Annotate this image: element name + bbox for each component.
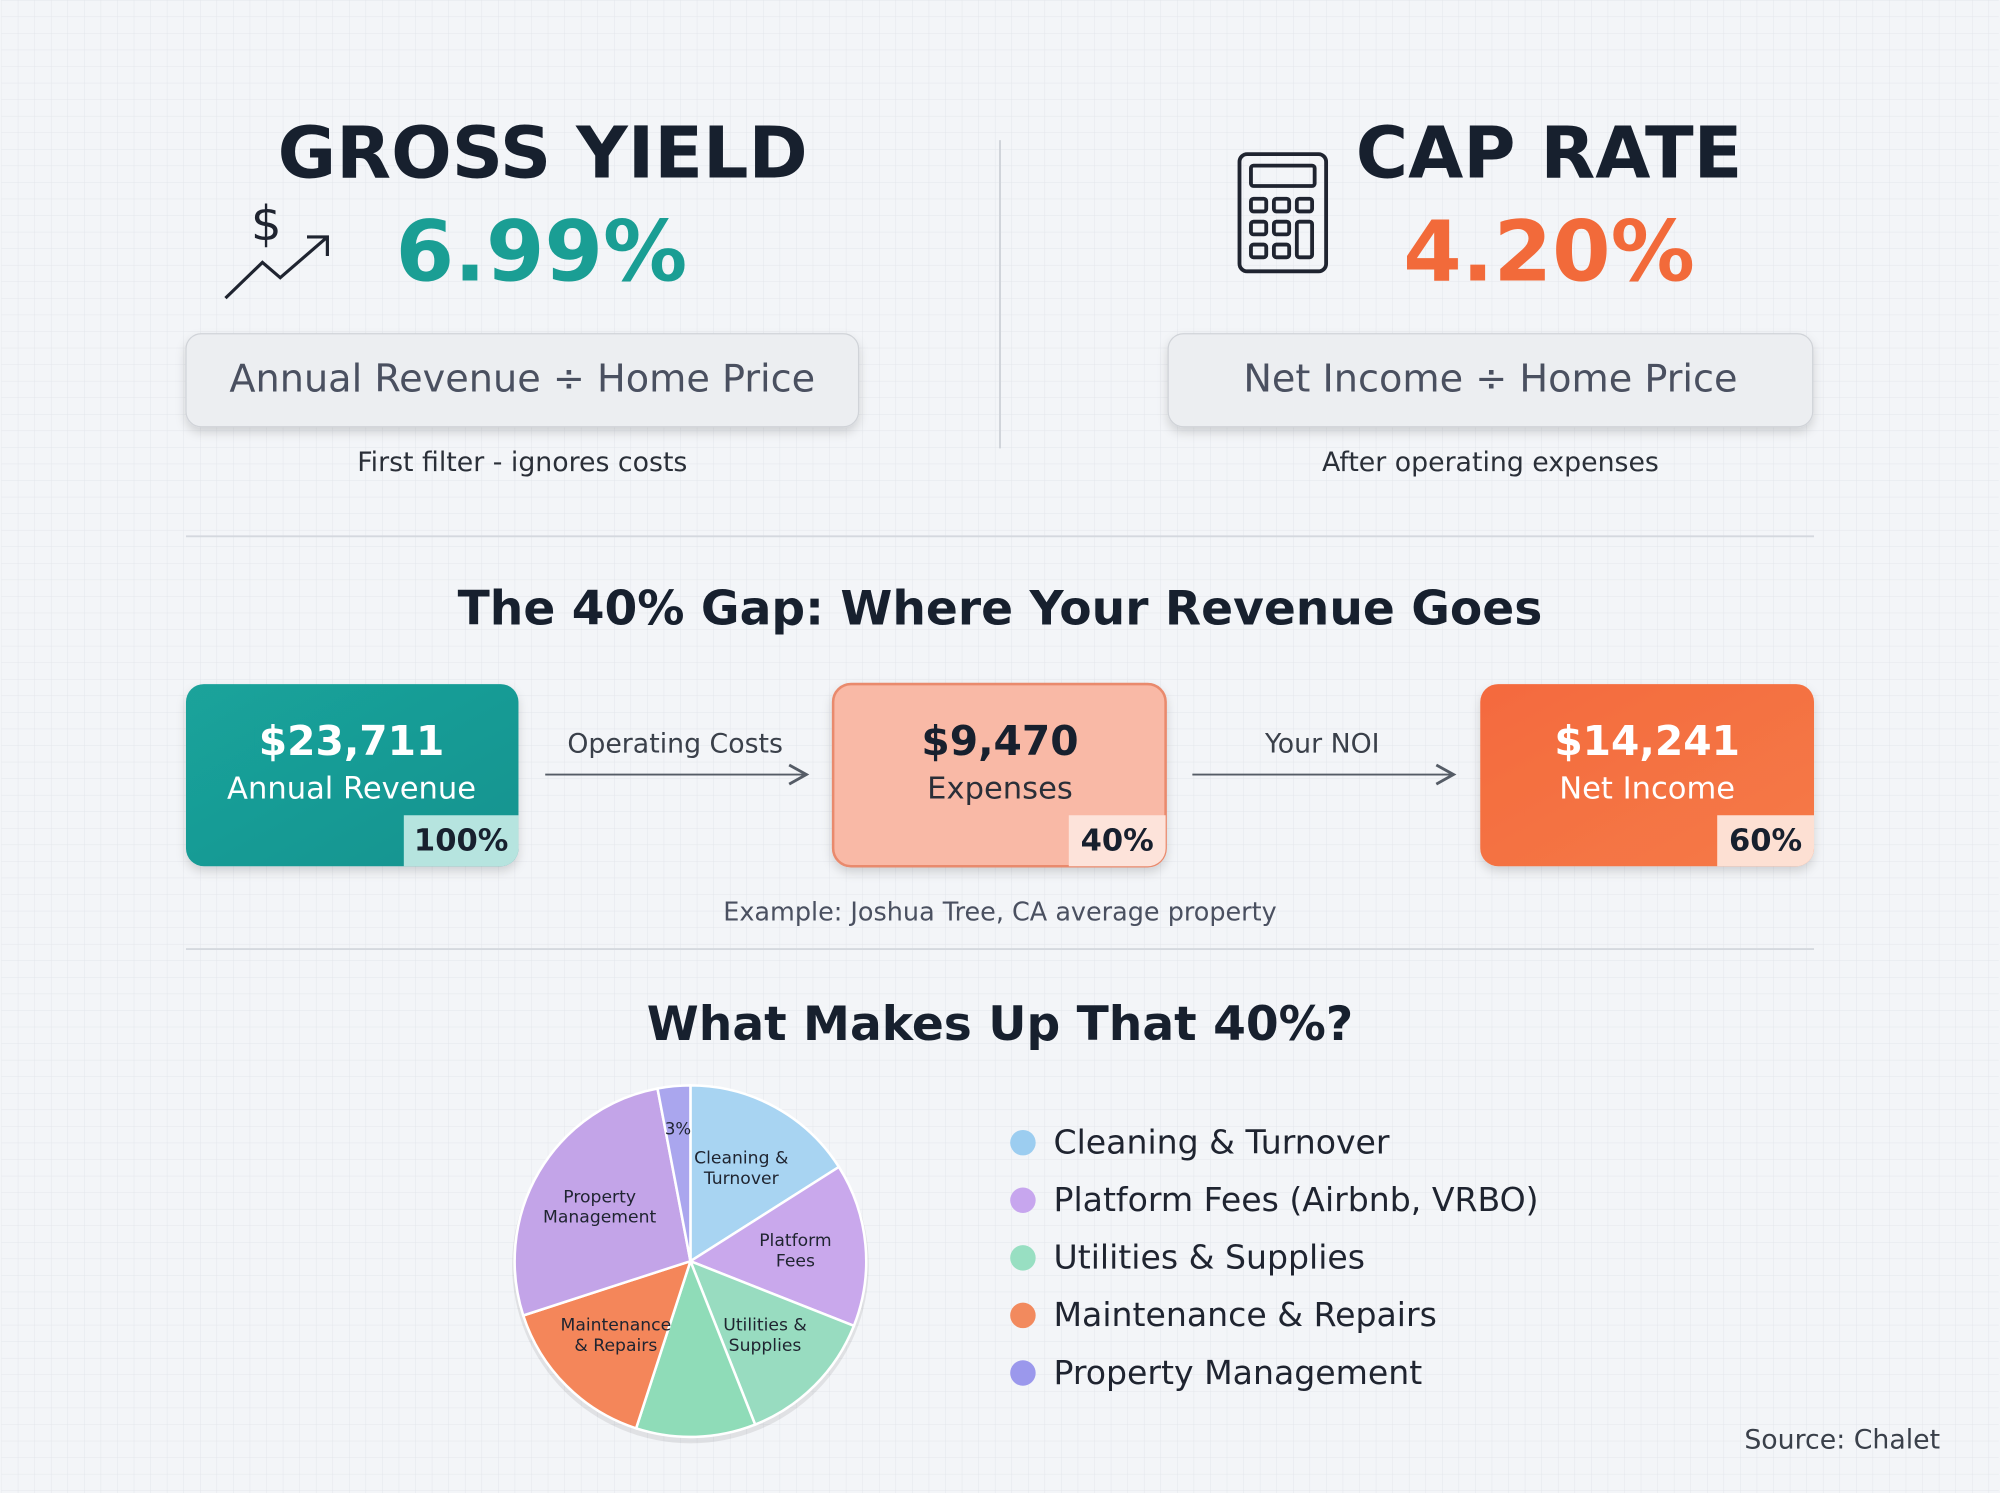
slice-label: Maintenance xyxy=(561,1316,672,1336)
slice-label: Supplies xyxy=(729,1336,802,1356)
calculator-icon xyxy=(1237,152,1329,274)
value-label: 3% xyxy=(665,1119,691,1138)
cap-rate-title: CAP RATE xyxy=(1356,111,1743,194)
flow-box: $9,470 Expenses 40% xyxy=(831,682,1167,868)
pie-slice xyxy=(634,1257,757,1439)
flow-box: $23,711 Annual Revenue 100% xyxy=(185,684,519,867)
pie-slice xyxy=(687,1165,868,1328)
label: Expenses xyxy=(927,771,1073,806)
legend-label: Property Management xyxy=(1054,1353,1423,1392)
share: 40% xyxy=(1081,824,1154,859)
growth-icon: $ xyxy=(224,196,329,300)
slice-label: Property xyxy=(563,1187,636,1207)
amount: $9,470 xyxy=(921,717,1078,765)
label: Annual Revenue xyxy=(227,771,476,806)
chart-title: What Makes Up That 40%? xyxy=(647,997,1353,1052)
formula: Annual Revenue ÷ Home Price xyxy=(229,357,815,401)
gross-yield-value: 6.99% xyxy=(396,202,688,300)
slice-label: Platform xyxy=(759,1231,831,1251)
amount: $23,711 xyxy=(259,717,445,765)
slice-label: Utilities & xyxy=(723,1316,807,1336)
pie-slice xyxy=(513,1086,692,1318)
legend-label: Utilities & Supplies xyxy=(1054,1238,1366,1277)
legend-swatch xyxy=(1010,1245,1036,1271)
slice-label: Cleaning & xyxy=(694,1149,788,1169)
legend-swatch xyxy=(1010,1360,1036,1386)
legend-label: Platform Fees (Airbnb, VRBO) xyxy=(1054,1180,1539,1219)
arrow-label: Your NOI xyxy=(1264,729,1380,760)
legend: Cleaning & Turnover Platform Fees (Airbnb… xyxy=(1010,1122,1539,1392)
arrow-label: Operating Costs xyxy=(567,729,783,760)
note: First filter - ignores costs xyxy=(357,447,687,478)
slice-label: Management xyxy=(543,1208,656,1228)
source: Source: Chalet xyxy=(1744,1424,1940,1455)
formula: Net Income ÷ Home Price xyxy=(1243,357,1737,401)
legend-label: Maintenance & Repairs xyxy=(1054,1295,1437,1334)
amount: $14,241 xyxy=(1554,717,1740,765)
note: After operating expenses xyxy=(1322,447,1659,478)
slice-label: Turnover xyxy=(703,1169,780,1189)
slice-label: Fees xyxy=(776,1251,815,1271)
cap-rate-value: 4.20% xyxy=(1403,202,1695,300)
svg-text:$: $ xyxy=(251,196,282,252)
formula-box xyxy=(1167,333,1814,428)
slice-label: & Repairs xyxy=(574,1336,657,1356)
flow-box: $14,241 Net Income 60% xyxy=(1480,684,1815,867)
share: 60% xyxy=(1729,824,1802,859)
share: 100% xyxy=(414,824,508,859)
legend-swatch xyxy=(1010,1187,1036,1213)
legend-swatch xyxy=(1010,1129,1036,1156)
pie-slice xyxy=(688,1258,856,1427)
formula-box xyxy=(185,333,860,428)
pie-slice xyxy=(689,1084,841,1264)
example-note: Example: Joshua Tree, CA average propert… xyxy=(723,897,1276,927)
section-title: The 40% Gap: Where Your Revenue Goes xyxy=(458,581,1543,636)
legend-swatch xyxy=(1010,1302,1036,1329)
legend-label: Cleaning & Turnover xyxy=(1054,1122,1390,1161)
pie-slice xyxy=(656,1084,692,1262)
gross-yield-title: GROSS YIELD xyxy=(278,111,808,194)
label: Net Income xyxy=(1559,771,1735,806)
